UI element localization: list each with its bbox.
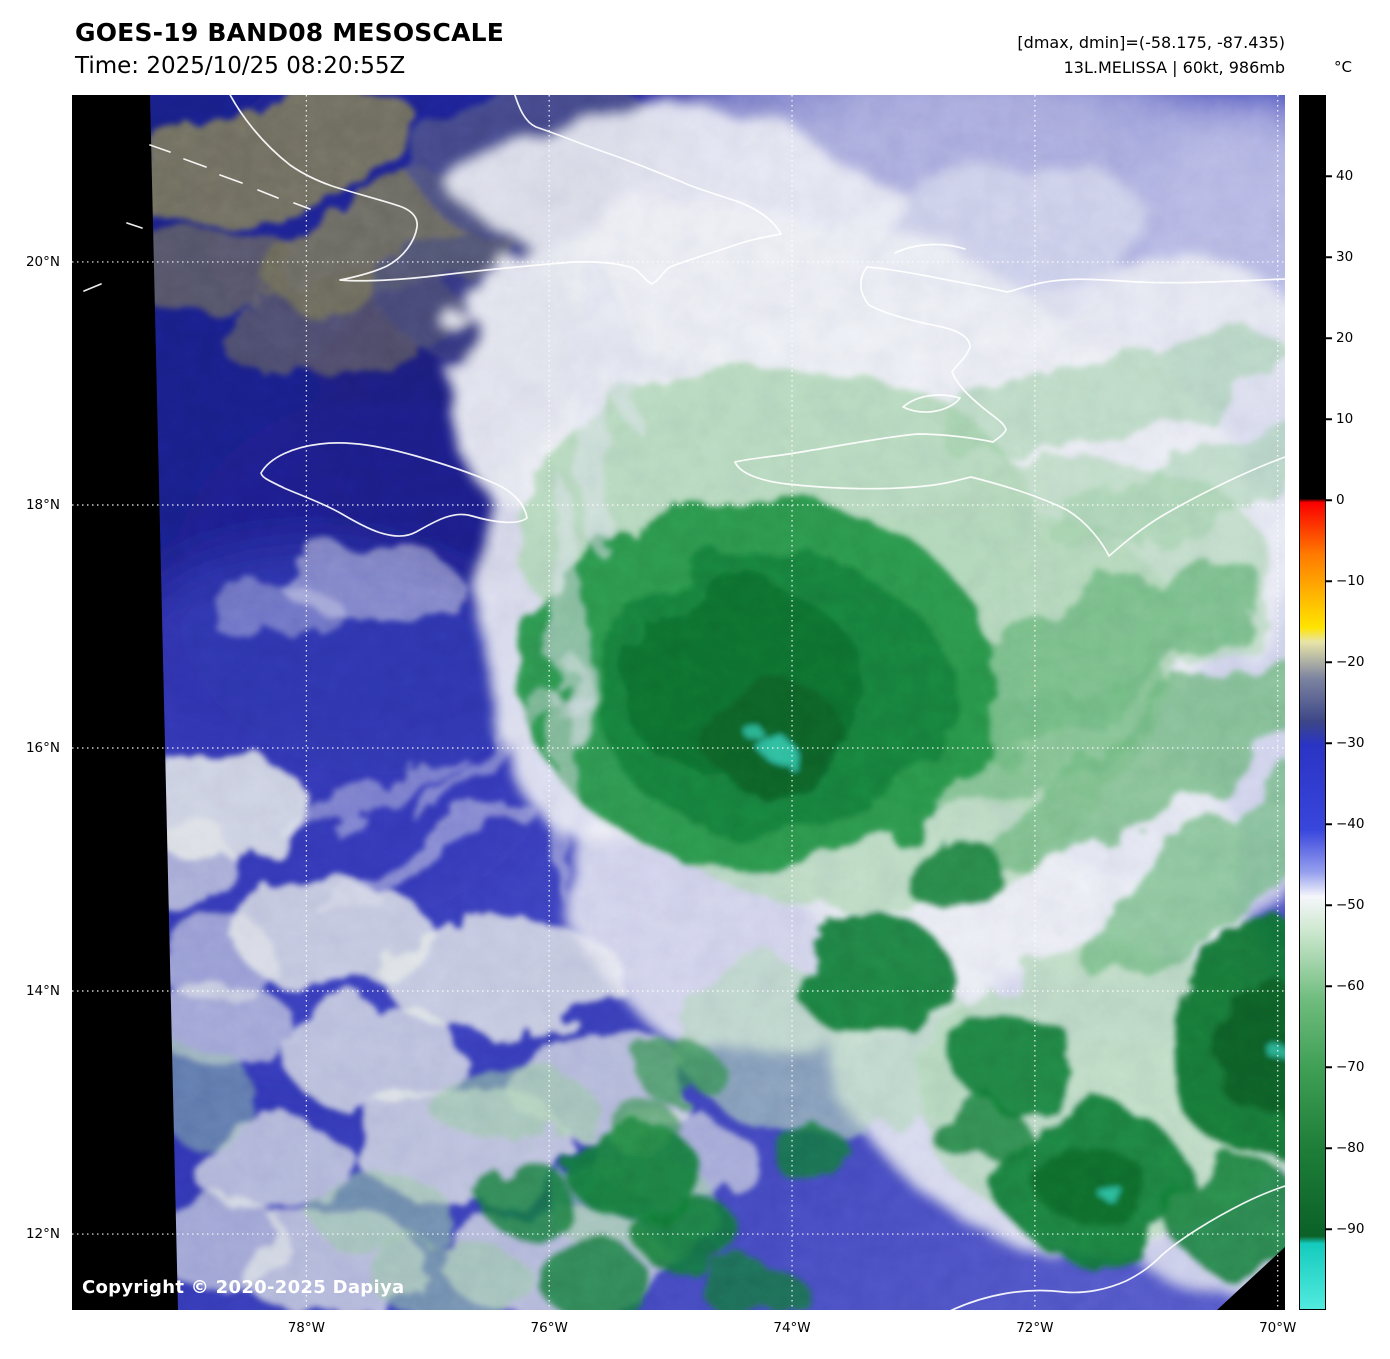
coastline-gonave-island: [902, 394, 961, 413]
copyright-text: Copyright © 2020-2025 Dapiya: [82, 1277, 405, 1298]
lat-tick-label: 20°N: [25, 253, 60, 270]
colorbar-tick-mark: [1326, 256, 1332, 258]
colorbar-tick-label: 20: [1336, 330, 1354, 346]
lat-tick-label: 16°N: [25, 740, 60, 756]
lon-tick-label: 78°W: [287, 1320, 325, 1336]
colorbar-tick-labels: 40 30 20 10 0 −10 −20 −30 −40 −50 −60 −70 −80 −90: [1336, 95, 1388, 1310]
colorbar-tick-label: −20: [1336, 654, 1365, 670]
storm-info: 13L.MELISSA | 60kt, 986mb: [1063, 58, 1285, 77]
colorbar-tick-label: −40: [1336, 816, 1365, 832]
gridlines: [72, 95, 1285, 1310]
lat-tick-label: 18°N: [25, 496, 60, 513]
colorbar-unit-label: °C: [1334, 58, 1352, 76]
lon-tick-label: 72°W: [1016, 1320, 1054, 1336]
colorbar-tick-label: 40: [1336, 168, 1354, 184]
lon-axis: 78°W 76°W 74°W 72°W 70°W: [72, 1314, 1297, 1340]
colorbar-tick-label: −90: [1336, 1221, 1365, 1237]
satellite-image: [72, 95, 1285, 1310]
colorbar-tick-mark: [1326, 1147, 1332, 1149]
colorbar-tick-marks: [1326, 95, 1332, 1310]
coastline-cuba-cays: [83, 144, 311, 292]
coastline-tortue-island: [894, 243, 966, 254]
satellite-map: Copyright © 2020-2025 Dapiya: [72, 95, 1285, 1310]
brightness-temperature-field: [150, 95, 1285, 1310]
colorbar-tick-mark: [1326, 823, 1332, 825]
colorbar-tick-label: 10: [1336, 411, 1354, 427]
colorbar-tick-label: −50: [1336, 897, 1365, 913]
lon-tick-label: 76°W: [530, 1320, 568, 1336]
colorbar-tick-mark: [1326, 580, 1332, 582]
colorbar-tick-mark: [1326, 175, 1332, 177]
colorbar-tick-mark: [1326, 337, 1332, 339]
texture-grain-dark: [150, 95, 1285, 1310]
colorbar-tick-label: −70: [1336, 1059, 1365, 1075]
colorbar-tick-label: 30: [1336, 249, 1354, 265]
coastline-guajira: [950, 1185, 1285, 1310]
colorbar-tick-label: −60: [1336, 978, 1365, 994]
timestamp: Time: 2025/10/25 08:20:55Z: [75, 53, 406, 79]
coastline-hispaniola-west-south: [734, 266, 1285, 557]
coastline-hispaniola-north: [866, 266, 1285, 293]
colorbar: [1299, 95, 1326, 1310]
coastline-jamaica: [260, 441, 528, 537]
colorbar-tick-label: −10: [1336, 573, 1365, 589]
coastlines: [83, 95, 1285, 1310]
coastline-cuba: [229, 95, 782, 285]
lat-axis: 20°N 18°N 16°N 14°N 12°N: [0, 95, 64, 1310]
colorbar-tick-mark: [1326, 499, 1332, 501]
colorbar-tick-label: −80: [1336, 1140, 1365, 1156]
colorbar-tick-mark: [1326, 904, 1332, 906]
colorbar-tick-mark: [1326, 1066, 1332, 1068]
page-title: GOES-19 BAND08 MESOSCALE: [75, 18, 505, 47]
colorbar-tick-label: 0: [1336, 492, 1345, 508]
no-data-corner-wedge: [1217, 1247, 1285, 1310]
lon-tick-label: 70°W: [1259, 1320, 1297, 1336]
colorbar-tick-mark: [1326, 1228, 1332, 1230]
lat-tick-label: 12°N: [25, 1226, 60, 1243]
colorbar-tick-mark: [1326, 661, 1332, 663]
colorbar-tick-label: −30: [1336, 735, 1365, 751]
colorbar-tick-mark: [1326, 985, 1332, 987]
colorbar-tick-mark: [1326, 418, 1332, 420]
colorbar-tick-mark: [1326, 742, 1332, 744]
lon-tick-label: 74°W: [773, 1320, 811, 1336]
header-annotations: [dmax, dmin]=(-58.175, -87.435) 13L.MELI…: [1017, 30, 1285, 80]
dmax-dmin-readout: [dmax, dmin]=(-58.175, -87.435): [1017, 33, 1285, 52]
lat-tick-label: 14°N: [25, 983, 60, 1000]
